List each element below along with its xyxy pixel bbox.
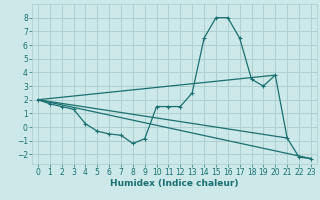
X-axis label: Humidex (Indice chaleur): Humidex (Indice chaleur) — [110, 179, 239, 188]
